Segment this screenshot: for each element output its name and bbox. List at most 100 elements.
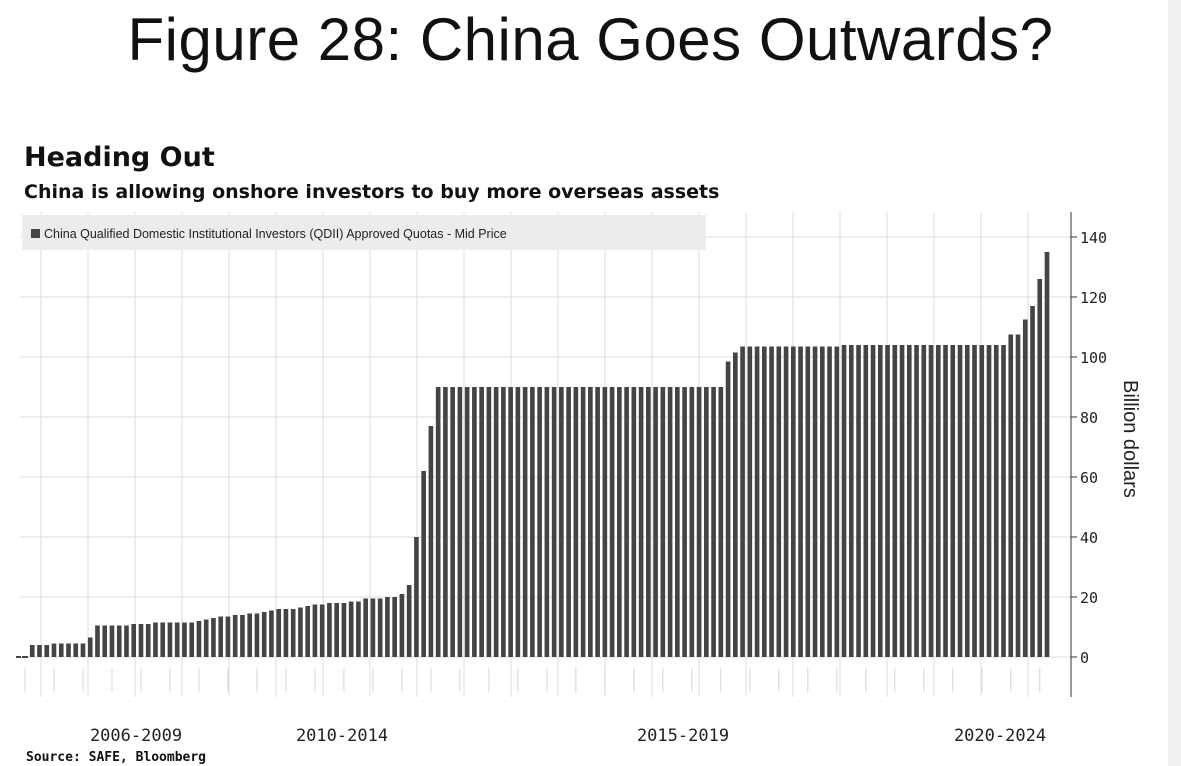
bar <box>943 345 948 657</box>
bar <box>892 345 898 657</box>
bar <box>921 345 927 657</box>
chart-title: Heading Out <box>24 142 215 173</box>
bar <box>761 346 767 657</box>
bar <box>363 598 368 657</box>
bar <box>73 643 79 657</box>
y-tick-label: 60 <box>1080 469 1098 487</box>
bar <box>515 387 521 657</box>
y-tick-label: 0 <box>1080 649 1089 667</box>
bar <box>240 615 245 657</box>
bar <box>595 387 600 657</box>
bar <box>638 387 644 657</box>
bar <box>290 609 296 657</box>
x-category-label: 2010-2014 <box>296 726 388 746</box>
bar-series <box>16 252 1050 658</box>
bar <box>769 346 774 657</box>
bar <box>870 345 876 657</box>
bar <box>95 625 100 657</box>
bar <box>906 345 912 657</box>
bar <box>704 387 709 657</box>
bar <box>573 387 579 657</box>
bar <box>928 345 934 657</box>
bar <box>414 537 419 657</box>
bar <box>580 387 586 657</box>
bar <box>225 616 231 657</box>
bar <box>298 607 303 657</box>
bar <box>392 597 397 657</box>
bar <box>812 346 818 657</box>
bar <box>348 601 354 657</box>
bar <box>457 387 463 657</box>
bar <box>109 625 115 657</box>
bar <box>508 387 513 657</box>
y-axis-label: Billion dollars <box>1119 380 1141 498</box>
legend-swatch <box>31 229 40 238</box>
bar <box>283 609 289 657</box>
y-axis: 0 20 40 60 80 100 120 140 <box>1070 212 1107 697</box>
bar <box>385 597 390 657</box>
bar <box>559 387 564 657</box>
bar <box>1001 345 1006 657</box>
bar <box>131 624 137 657</box>
slide-title: Figure 28: China Goes Outwards? <box>127 6 1054 73</box>
y-tick-label: 140 <box>1080 229 1107 247</box>
x-category-label: 2020-2024 <box>954 726 1046 746</box>
bar <box>66 643 71 657</box>
bar <box>566 387 571 657</box>
bar <box>957 345 963 657</box>
bar <box>530 387 535 657</box>
bar <box>493 387 499 657</box>
bar <box>733 352 738 657</box>
y-tick-label: 20 <box>1080 589 1098 607</box>
bar <box>428 426 434 657</box>
bar <box>377 598 383 657</box>
bar <box>29 645 35 657</box>
bar <box>341 603 347 657</box>
bar <box>138 624 144 657</box>
bar <box>443 387 448 657</box>
bar <box>863 345 869 657</box>
bar <box>501 387 506 657</box>
bar <box>80 643 86 657</box>
bar <box>486 387 492 657</box>
bar <box>979 345 985 657</box>
bar <box>660 387 666 657</box>
bar <box>58 643 64 657</box>
bar <box>124 625 129 657</box>
x-axis-labels: 2006-2009 2010-2014 2015-2019 2020-2024 <box>90 726 1046 746</box>
bar <box>609 387 615 657</box>
bar <box>22 656 28 658</box>
chart-subtitle: China is allowing onshore investors to b… <box>24 181 720 203</box>
bar <box>276 609 282 657</box>
bar <box>602 387 608 657</box>
bar <box>819 346 825 657</box>
bar <box>1030 306 1035 657</box>
bar <box>522 387 528 657</box>
bar <box>167 622 173 657</box>
bar <box>189 622 195 657</box>
bar <box>160 622 166 657</box>
bar <box>993 345 999 657</box>
bar <box>885 345 890 657</box>
bar <box>551 387 557 657</box>
bar <box>182 622 187 657</box>
y-tick-label: 80 <box>1080 409 1098 427</box>
bar <box>37 645 42 657</box>
bar <box>972 345 977 657</box>
y-tick-label: 120 <box>1080 289 1107 307</box>
bar <box>421 471 426 657</box>
bar <box>356 601 361 657</box>
bar <box>153 622 158 657</box>
bar <box>312 604 318 657</box>
bar <box>986 345 992 657</box>
bar <box>479 387 484 657</box>
source-note: Source: SAFE, Bloomberg <box>26 750 207 765</box>
bar <box>667 387 673 657</box>
bar <box>406 585 412 657</box>
bar <box>261 612 267 657</box>
bar <box>232 615 238 657</box>
bar <box>435 387 441 657</box>
y-tick-label: 100 <box>1080 349 1107 367</box>
bar <box>145 624 151 657</box>
